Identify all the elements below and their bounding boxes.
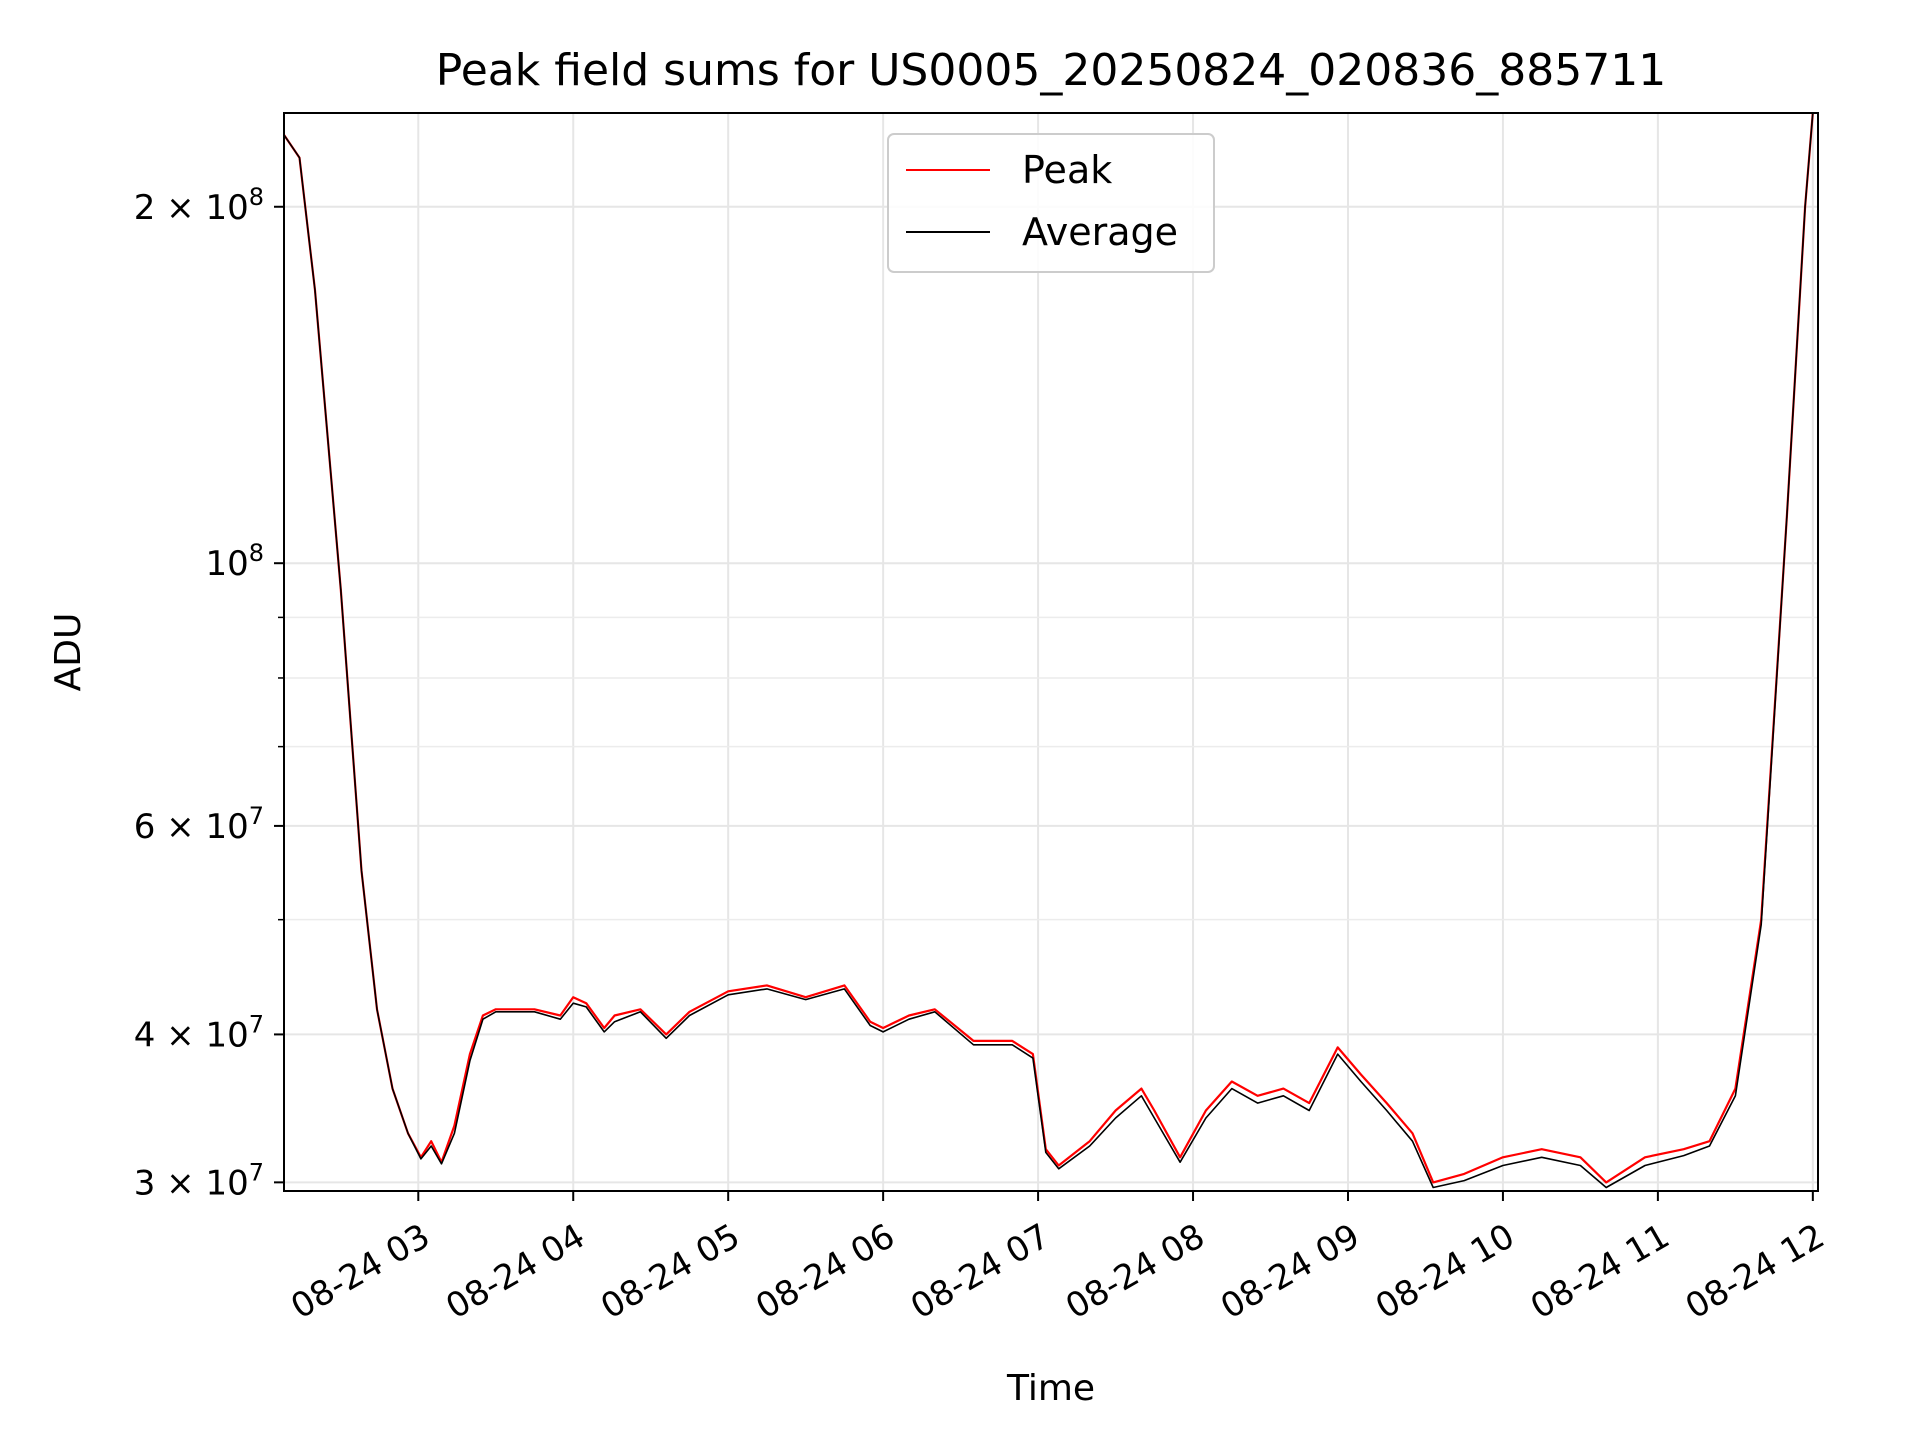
series-line-average [283,112,1814,1189]
legend-label-peak: Peak [1022,148,1112,192]
x-tick-label: 08-24 05 [594,1216,746,1327]
y-tick-label: 2 × 108 [134,183,264,228]
x-tick-label: 08-24 12 [1679,1216,1831,1327]
x-axis-title: Time [1006,1368,1095,1409]
plot-frame [283,112,1819,1192]
x-tick-label: 08-24 10 [1369,1216,1521,1327]
x-tick-label: 08-24 06 [749,1216,901,1327]
x-tick-label: 08-24 07 [904,1216,1056,1327]
y-tick-label: 108 [205,539,264,584]
legend-label-average: Average [1022,210,1178,254]
legend: Peak Average [887,133,1215,273]
x-tick-label: 08-24 11 [1524,1216,1676,1327]
x-tick-label: 08-24 08 [1059,1216,1211,1327]
y-tick-label: 3 × 107 [134,1158,264,1203]
y-axis-title: ADU [48,613,89,692]
x-tick-label: 08-24 03 [284,1216,436,1327]
series-lines [283,112,1814,1189]
y-tick-label: 4 × 107 [134,1010,264,1055]
series-line-peak [283,112,1814,1184]
chart-title: Peak field sums for US0005_20250824_0208… [436,45,1666,96]
legend-box [887,133,1215,273]
grid [284,113,1818,1191]
x-tick-label: 08-24 09 [1214,1216,1366,1327]
x-tick-label: 08-24 04 [439,1216,591,1327]
y-tick-label: 6 × 107 [134,802,264,847]
